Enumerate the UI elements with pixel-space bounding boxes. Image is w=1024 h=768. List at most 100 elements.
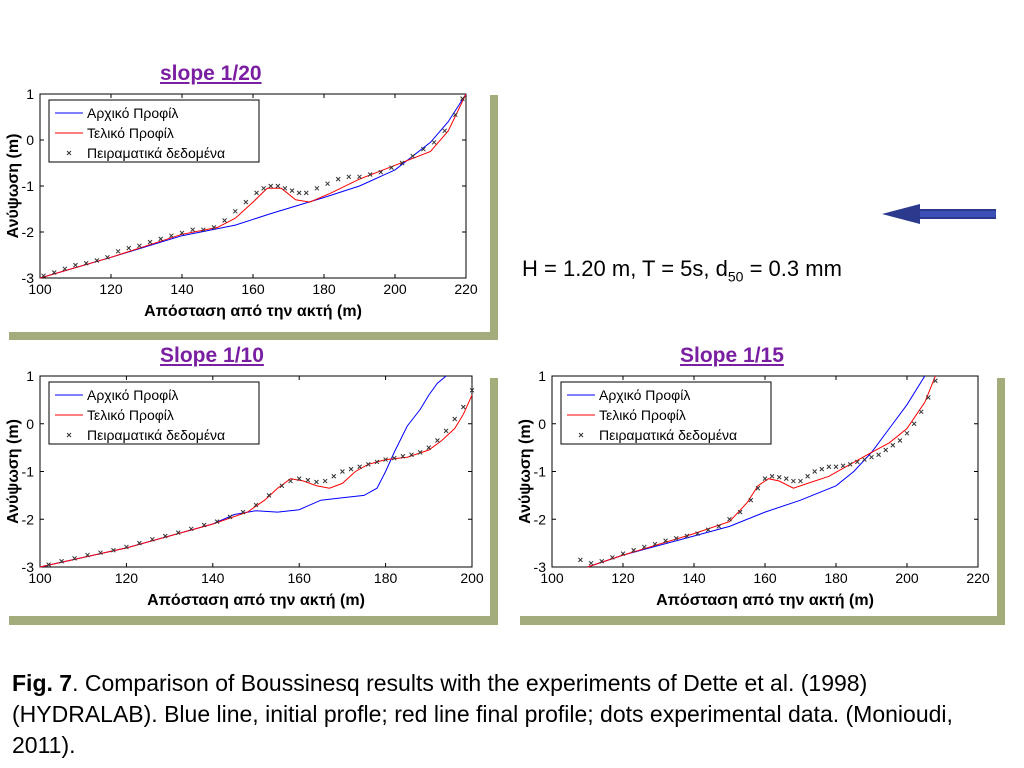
data-point — [46, 562, 51, 567]
x-tick-label: 200 — [383, 281, 407, 297]
data-point — [737, 509, 743, 515]
legend-label: Αρχικό Προφίλ — [87, 105, 178, 121]
grain-size-d: d — [715, 256, 728, 281]
data-point — [410, 153, 416, 159]
grain-size-value: = 0.3 mm — [749, 256, 842, 281]
x-tick-label: 100 — [28, 281, 52, 297]
data-point — [409, 452, 414, 458]
final-profile-line — [39, 93, 467, 279]
data-point — [115, 248, 121, 254]
chart-slope-1-15: 100 120 140 160 180 200 220 1 0 -1 -2 -3 Απόσταση απ… — [517, 368, 990, 609]
data-point — [179, 230, 185, 236]
data-point — [383, 457, 388, 462]
data-point — [431, 139, 437, 145]
data-point — [684, 533, 690, 539]
data-point — [261, 185, 267, 191]
data-point — [854, 459, 860, 465]
chart3-title: Slope 1/15 — [680, 344, 784, 367]
data-point — [200, 227, 206, 233]
data-point — [126, 245, 132, 251]
data-point — [452, 112, 458, 118]
data-point — [469, 387, 475, 393]
data-point — [819, 466, 825, 472]
x-tick-label: 180 — [312, 281, 336, 297]
chart1-panel: 100 120 140 160 180 200 220 1 0 -1 -2 -3 Απόσταση απ… — [0, 86, 490, 332]
data-point — [748, 497, 754, 503]
y-axis-label: Ανύψωση (m) — [5, 419, 22, 524]
data-point — [443, 428, 449, 434]
y-axis-label: Ανύψωση (m) — [5, 134, 22, 239]
data-point — [158, 236, 164, 242]
data-point — [340, 469, 345, 474]
data-point — [346, 174, 352, 180]
data-point — [111, 547, 116, 553]
data-point — [869, 454, 874, 460]
data-point — [673, 535, 679, 541]
data-point — [812, 469, 818, 474]
data-point — [367, 172, 373, 177]
legend-label: Τελικό Προφίλ — [87, 407, 174, 423]
x-tick-label: 200 — [895, 570, 919, 586]
y-tick-label: 0 — [26, 132, 34, 148]
data-point — [296, 190, 302, 196]
data-point — [105, 254, 110, 260]
y-tick-label: 1 — [538, 370, 546, 384]
data-point — [365, 461, 371, 467]
data-point — [890, 442, 896, 448]
data-point — [296, 476, 302, 482]
data-point — [588, 560, 594, 566]
data-point — [303, 190, 309, 196]
legend-box — [48, 381, 260, 445]
data-point — [41, 273, 46, 279]
data-point — [322, 478, 328, 484]
data-point — [201, 522, 207, 528]
x-tick-label: 180 — [374, 570, 398, 586]
y-tick-label: 0 — [538, 416, 546, 432]
data-point — [911, 421, 917, 427]
grain-size-subscript: 50 — [727, 268, 744, 285]
data-point — [791, 478, 796, 484]
y-tick-label: -1 — [22, 464, 35, 480]
data-point — [243, 199, 249, 205]
data-point — [933, 378, 938, 384]
data-point — [357, 464, 363, 470]
y-tick-label: 1 — [26, 370, 34, 384]
data-point — [652, 541, 658, 547]
data-point — [227, 514, 233, 520]
x-tick-label: 120 — [99, 281, 123, 297]
experimental-data-points — [578, 378, 938, 566]
data-point — [124, 544, 129, 550]
data-point — [755, 485, 761, 491]
data-point — [240, 509, 246, 515]
data-point — [783, 476, 789, 482]
x-tick-label: 220 — [966, 570, 990, 586]
y-tick-label: 0 — [26, 416, 34, 432]
data-point — [421, 146, 426, 152]
data-point — [417, 450, 423, 455]
experimental-data-points — [46, 387, 475, 567]
chart3-panel: 100 120 140 160 180 200 220 1 0 -1 -2 -3 Απόσταση απ… — [512, 368, 997, 616]
data-point — [83, 260, 89, 266]
wave-height-period: H = 1.20 m, T = 5s, — [522, 256, 710, 281]
data-point — [190, 227, 196, 233]
data-point — [925, 395, 931, 400]
data-point — [98, 550, 103, 556]
data-point — [253, 502, 259, 508]
data-point — [883, 447, 889, 453]
data-point — [847, 461, 853, 467]
data-point — [609, 555, 615, 560]
data-point — [599, 558, 605, 564]
y-tick-label: -2 — [534, 511, 547, 527]
data-point — [325, 181, 330, 187]
y-tick-label: -2 — [22, 511, 35, 527]
data-point — [348, 466, 354, 472]
data-point — [51, 270, 57, 275]
data-point — [442, 128, 448, 134]
figure-caption-text: . Comparison of Boussinesq results with … — [12, 670, 953, 758]
data-point — [400, 453, 406, 459]
data-point — [904, 430, 910, 436]
data-point — [389, 165, 394, 170]
legend-label: Τελικό Προφίλ — [87, 125, 174, 141]
initial-profile-line — [587, 375, 926, 568]
data-point — [798, 478, 803, 484]
